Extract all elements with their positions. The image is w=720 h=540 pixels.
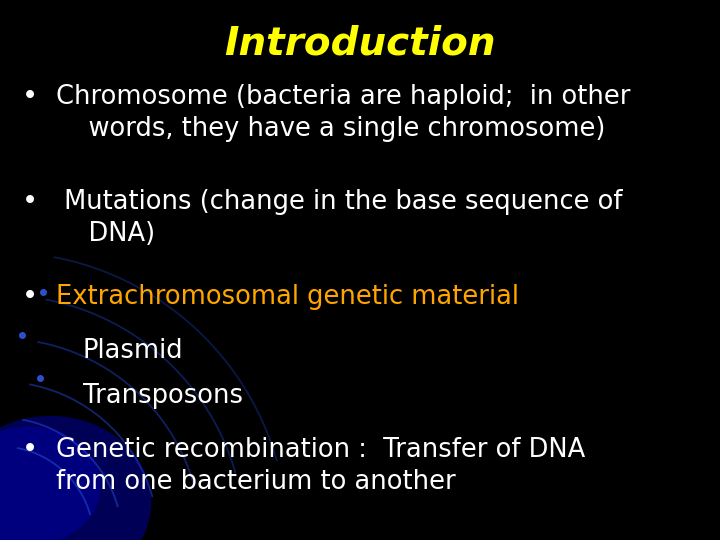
Text: Chromosome (bacteria are haploid;  in other
    words, they have a single chromo: Chromosome (bacteria are haploid; in oth… xyxy=(56,84,631,141)
Ellipse shape xyxy=(0,416,151,540)
Text: Transposons: Transposons xyxy=(83,383,243,409)
Text: Genetic recombination :  Transfer of DNA
from one bacterium to another: Genetic recombination : Transfer of DNA … xyxy=(56,437,585,495)
Text: Mutations (change in the base sequence of
    DNA): Mutations (change in the base sequence o… xyxy=(56,189,623,247)
Text: Introduction: Introduction xyxy=(224,24,496,62)
Text: Extrachromosomal genetic material: Extrachromosomal genetic material xyxy=(56,284,519,309)
Ellipse shape xyxy=(0,427,101,540)
Text: •: • xyxy=(22,84,37,110)
Text: •: • xyxy=(22,284,37,309)
Text: •: • xyxy=(22,189,37,215)
Text: •: • xyxy=(22,437,37,463)
Text: Plasmid: Plasmid xyxy=(83,338,184,363)
